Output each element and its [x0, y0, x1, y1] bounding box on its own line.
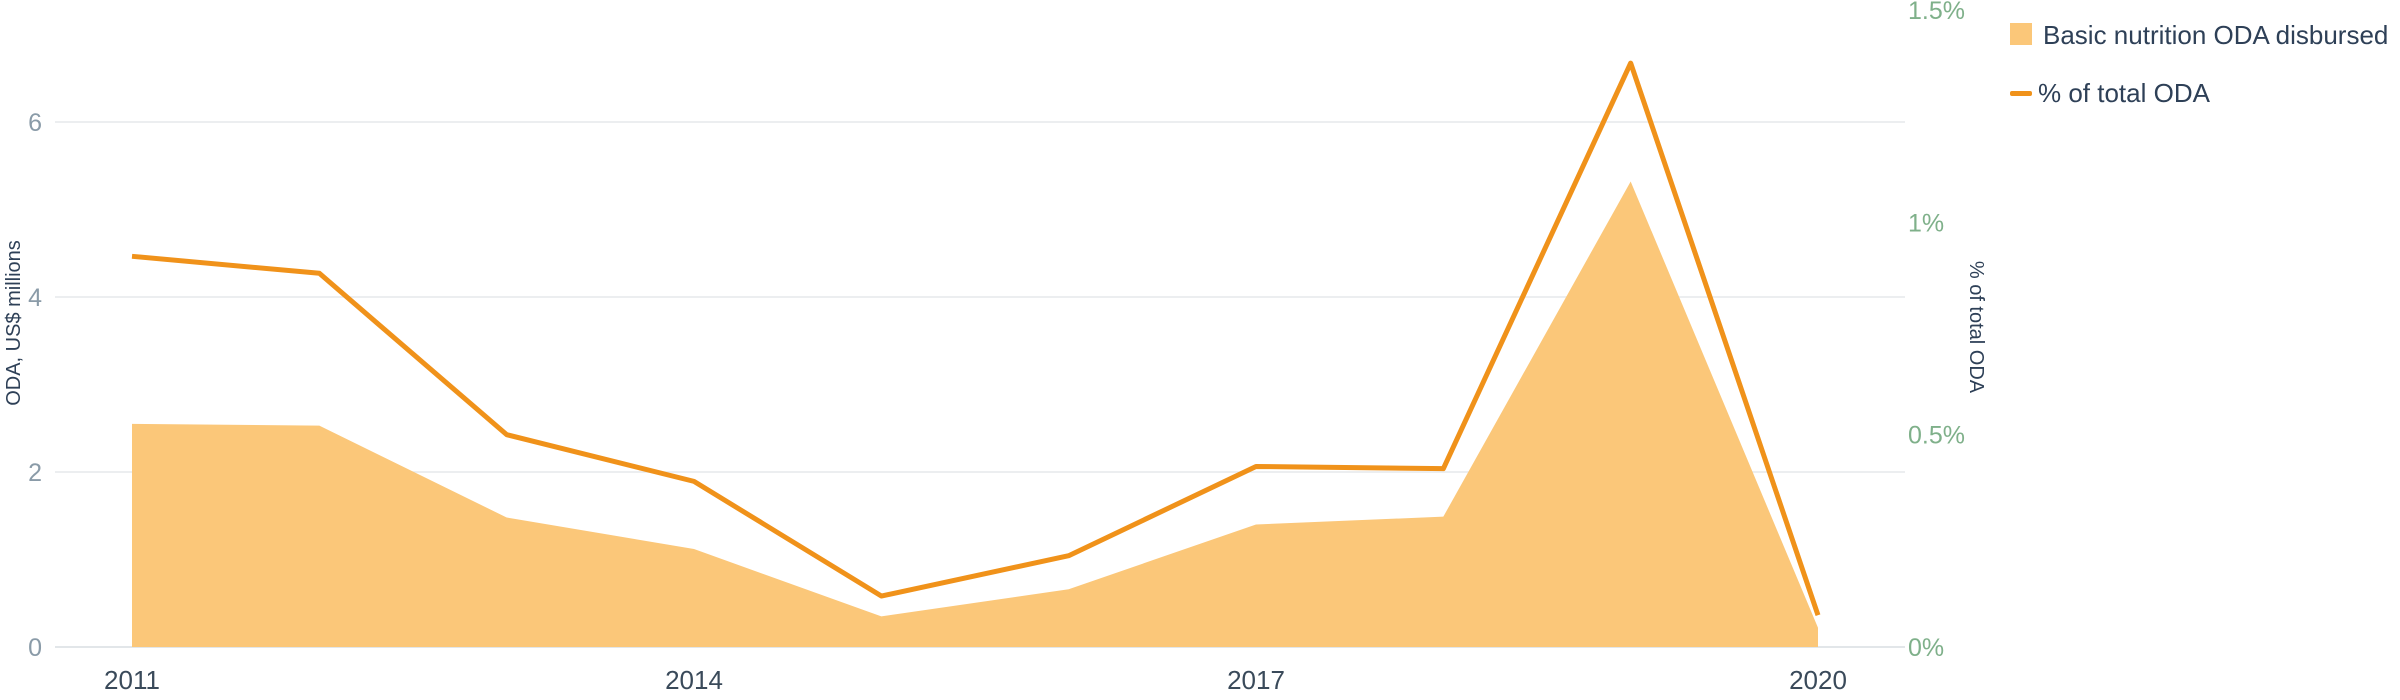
y-tick-label: 6: [28, 109, 42, 137]
y-tick-label: 4: [28, 284, 42, 312]
y-axis-right-title: % of total ODA: [1965, 261, 1987, 394]
y-tick-label: 0: [28, 634, 42, 662]
legend-area-label: Basic nutrition ODA disbursed: [2043, 20, 2388, 50]
legend-line-swatch: [2010, 91, 2032, 96]
legend: Basic nutrition ODA disbursed % of total…: [2010, 20, 2388, 108]
y2-tick-label: 0%: [1908, 634, 1944, 662]
line-series-percent-total-oda: [131, 60, 1821, 616]
legend-item-area[interactable]: Basic nutrition ODA disbursed: [2010, 20, 2388, 50]
x-tick-label: 2020: [1789, 665, 1847, 695]
x-tick-label: 2017: [1227, 665, 1285, 695]
x-tick-label: 2011: [104, 665, 160, 695]
x-axis-ticks: 2011 2014 2017 2020: [104, 665, 1847, 695]
x-tick-label: 2014: [665, 665, 723, 695]
y-tick-label: 2: [28, 459, 42, 487]
y-axis-left-ticks: 0 2 4 6: [28, 109, 42, 662]
y2-tick-label: 1.5%: [1908, 0, 1965, 25]
legend-line-label: % of total ODA: [2038, 78, 2211, 108]
y2-tick-label: 0.5%: [1908, 422, 1965, 450]
y-axis-right-ticks: 0% 0.5% 1% 1.5%: [1908, 0, 1965, 662]
legend-area-swatch: [2010, 23, 2032, 45]
y-axis-left-title: ODA, US$ millions: [3, 240, 25, 406]
area-series-basic-nutrition: [132, 181, 1818, 647]
legend-item-line[interactable]: % of total ODA: [2010, 78, 2211, 108]
y2-tick-label: 1%: [1908, 209, 1944, 237]
